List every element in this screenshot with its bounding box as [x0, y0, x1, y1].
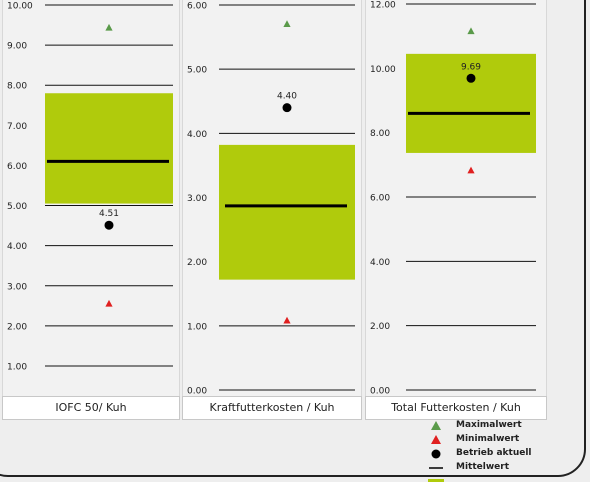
- box: [45, 93, 173, 204]
- line-icon: [429, 467, 443, 469]
- black-dot-icon: [431, 449, 441, 459]
- chart-iofc: 10.00 9.00 8.00 7.00 6.00 5.00 4.00 3.00 2.00 1.0…: [7, 2, 173, 373]
- chart-panel-kraftfutterkosten: 6.00 5.00 4.00 3.00 2.00 1.00 0.00 4.40: [182, 0, 362, 396]
- legend-item-mean: Mittelwert: [428, 461, 588, 475]
- legend-item-min: Minimalwert: [428, 433, 588, 447]
- y-tick-label: 4.00: [7, 242, 27, 252]
- max-marker: [105, 23, 113, 31]
- max-marker: [467, 27, 475, 35]
- current-dot: [104, 220, 114, 230]
- y-tick-label: 5.00: [187, 66, 207, 76]
- current-dot: [466, 73, 476, 83]
- legend-item-box: [428, 475, 588, 482]
- current-dot: [282, 103, 292, 113]
- y-tick-label: 6.00: [370, 194, 390, 204]
- legend-label-current: Betrieb aktuell: [456, 448, 532, 458]
- y-tick-label: 10.00: [7, 2, 33, 12]
- legend-label-mean: Mittelwert: [456, 462, 509, 472]
- red-triangle-icon: [431, 435, 441, 444]
- y-tick-label: 2.00: [187, 258, 207, 268]
- legend-item-max: Maximalwert: [428, 419, 588, 433]
- min-marker: [467, 166, 475, 174]
- legend-item-current: Betrieb aktuell: [428, 447, 588, 461]
- y-tick-label: 1.00: [7, 363, 27, 373]
- y-tick-label: 4.00: [187, 130, 207, 140]
- x-axis-label-kraftfutterkosten: Kraftfutterkosten / Kuh: [182, 396, 362, 420]
- y-tick-label: 1.00: [187, 322, 207, 332]
- y-tick-label: 4.00: [370, 258, 390, 268]
- x-axis-label-iofc: IOFC 50/ Kuh: [2, 396, 180, 420]
- current-value-label: 4.51: [99, 209, 119, 219]
- y-tick-label: 9.00: [7, 42, 27, 52]
- green-box-icon: [428, 479, 444, 482]
- legend-label-min: Minimalwert: [456, 434, 520, 444]
- y-tick-label: 6.00: [7, 162, 27, 172]
- box: [219, 144, 355, 280]
- current-value-label: 4.40: [277, 92, 297, 102]
- y-tick-label: 3.00: [187, 194, 207, 204]
- legend-label-max: Maximalwert: [456, 420, 522, 430]
- min-marker: [283, 316, 291, 324]
- y-tick-label: 7.00: [7, 122, 27, 132]
- y-tick-label: 10.00: [370, 65, 396, 75]
- y-tick-label: 12.00: [370, 1, 396, 11]
- current-value-label: 9.69: [461, 62, 481, 72]
- min-marker: [105, 299, 113, 307]
- chart-total-futterkosten: 12.00 10.00 8.00 6.00 4.00 2.00 0.00 9.69: [370, 1, 536, 397]
- chart-kraftfutterkosten: 6.00 5.00 4.00 3.00 2.00 1.00 0.00 4.40: [187, 2, 355, 397]
- chart-panel-total-futterkosten: 12.00 10.00 8.00 6.00 4.00 2.00 0.00 9.69: [365, 0, 547, 396]
- y-tick-label: 6.00: [187, 2, 207, 12]
- y-tick-label: 5.00: [7, 202, 27, 212]
- y-tick-label: 0.00: [370, 387, 390, 397]
- y-tick-label: 8.00: [370, 129, 390, 139]
- y-tick-label: 8.00: [7, 82, 27, 92]
- box: [406, 53, 536, 153]
- max-marker: [283, 20, 291, 28]
- x-axis-label-total-futterkosten: Total Futterkosten / Kuh: [365, 396, 547, 420]
- chart-panel-iofc: 10.00 9.00 8.00 7.00 6.00 5.00 4.00 3.00 2.00 1.0…: [2, 0, 180, 396]
- y-tick-label: 2.00: [7, 322, 27, 332]
- y-tick-label: 0.00: [187, 387, 207, 397]
- green-triangle-icon: [431, 421, 441, 430]
- y-tick-label: 3.00: [7, 282, 27, 292]
- legend: Maximalwert Minimalwert Betrieb aktuell …: [428, 419, 588, 482]
- y-tick-label: 2.00: [370, 322, 390, 332]
